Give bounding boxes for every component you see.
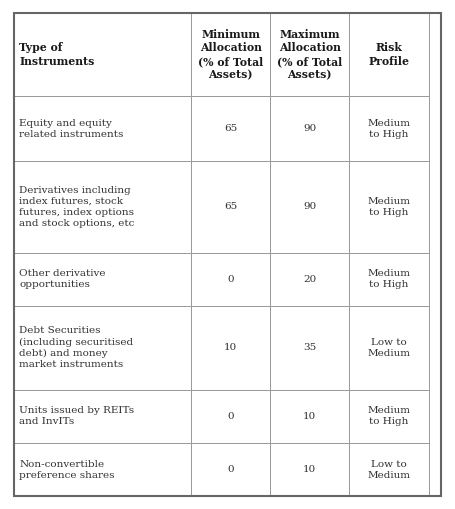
Text: Low to
Medium: Low to Medium [368, 338, 410, 358]
Bar [191, 252, 270, 306]
Text: Other derivative
opportunities: Other derivative opportunities [19, 269, 106, 289]
Bar [14, 97, 191, 161]
Bar [191, 443, 270, 496]
Bar [349, 443, 429, 496]
Bar [270, 97, 349, 161]
Bar [349, 97, 429, 161]
Text: Medium
to High: Medium to High [368, 197, 410, 217]
Bar [191, 306, 270, 390]
Bar [14, 161, 191, 252]
Bar [270, 306, 349, 390]
Text: Medium
to High: Medium to High [368, 406, 410, 427]
Bar [270, 13, 349, 97]
Text: 0: 0 [228, 412, 234, 421]
Bar [270, 390, 349, 443]
Bar [14, 390, 191, 443]
Text: 10: 10 [224, 343, 238, 352]
Text: Debt Securities
(including securitised
debt) and money
market instruments: Debt Securities (including securitised d… [19, 326, 133, 369]
Bar [270, 443, 349, 496]
Text: Minimum
Allocation
(% of Total
Assets): Minimum Allocation (% of Total Assets) [198, 29, 263, 80]
Bar [349, 306, 429, 390]
Text: Medium
to High: Medium to High [368, 119, 410, 139]
Text: Equity and equity
related instruments: Equity and equity related instruments [19, 119, 123, 139]
Bar [191, 161, 270, 252]
Bar [191, 13, 270, 97]
Bar [14, 306, 191, 390]
Bar [349, 161, 429, 252]
Bar [191, 97, 270, 161]
Bar [349, 252, 429, 306]
Text: Maximum
Allocation
(% of Total
Assets): Maximum Allocation (% of Total Assets) [277, 29, 343, 80]
Text: 65: 65 [224, 124, 238, 133]
Text: 65: 65 [224, 203, 238, 211]
Text: Type of
Instruments: Type of Instruments [19, 42, 95, 67]
Bar [14, 13, 191, 97]
Bar [191, 390, 270, 443]
Text: Risk
Profile: Risk Profile [369, 42, 410, 67]
Text: 90: 90 [303, 203, 317, 211]
Text: 20: 20 [303, 275, 317, 284]
Text: 0: 0 [228, 275, 234, 284]
Text: 10: 10 [303, 465, 317, 474]
Text: 90: 90 [303, 124, 317, 133]
Bar [270, 161, 349, 252]
Text: 10: 10 [303, 412, 317, 421]
Text: Units issued by REITs
and InvITs: Units issued by REITs and InvITs [19, 406, 134, 427]
Bar [14, 252, 191, 306]
Bar [349, 13, 429, 97]
Text: Non-convertible
preference shares: Non-convertible preference shares [19, 460, 115, 479]
Bar [349, 390, 429, 443]
Text: Medium
to High: Medium to High [368, 269, 410, 289]
Text: 0: 0 [228, 465, 234, 474]
Text: 35: 35 [303, 343, 317, 352]
Bar [270, 252, 349, 306]
Text: Low to
Medium: Low to Medium [368, 460, 410, 479]
Text: Derivatives including
index futures, stock
futures, index options
and stock opti: Derivatives including index futures, sto… [19, 186, 135, 228]
Bar [14, 443, 191, 496]
